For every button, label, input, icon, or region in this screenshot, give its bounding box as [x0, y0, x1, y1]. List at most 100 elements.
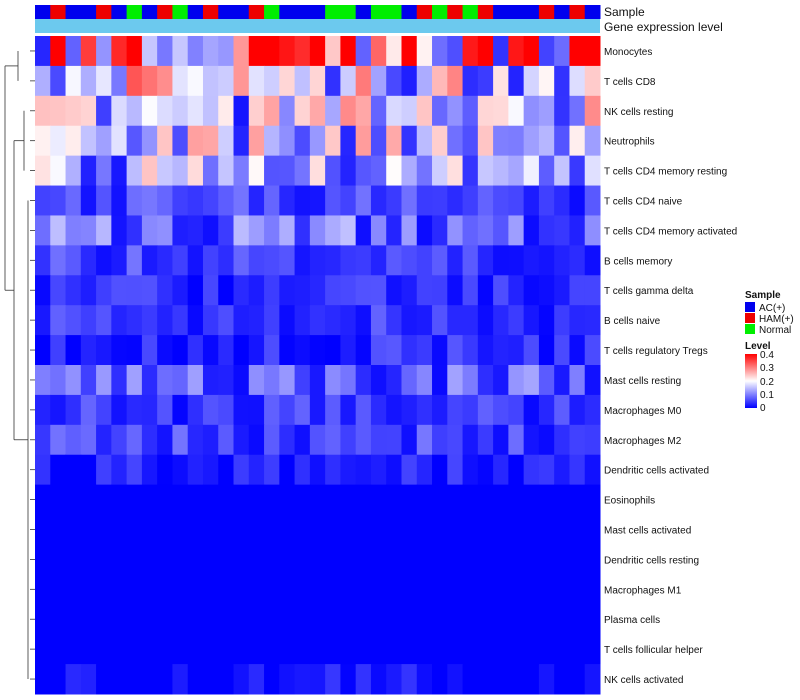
heatmap-cell	[279, 155, 296, 187]
sample-cell	[340, 5, 357, 19]
heatmap-cell	[264, 544, 280, 575]
heatmap-cell	[462, 394, 479, 426]
heatmap-cell	[279, 574, 296, 605]
heatmap-cell	[111, 544, 128, 575]
heatmap-cell	[126, 65, 143, 97]
heatmap-cell	[523, 155, 540, 187]
heatmap-cell	[187, 365, 204, 396]
row-dendrogram	[4, 50, 35, 680]
legend-swatch-ac	[745, 302, 755, 312]
heatmap-cell	[462, 484, 479, 516]
heatmap-cell	[569, 305, 586, 336]
expression-annotation-label: Gene expression level	[604, 20, 723, 34]
sample-cell	[538, 5, 555, 19]
heatmap-cell	[264, 514, 280, 545]
heatmap-cell	[370, 36, 387, 67]
sample-cell	[416, 5, 433, 19]
heatmap-cell	[569, 185, 586, 216]
heatmap-cell	[432, 155, 448, 187]
heatmap-cell	[432, 305, 448, 336]
heatmap-cell	[432, 424, 448, 456]
heatmap-cell	[187, 36, 204, 67]
heatmap-cell	[554, 125, 570, 157]
heatmap-cell	[248, 574, 265, 605]
heatmap-cell	[538, 365, 555, 396]
heatmap-cell	[80, 215, 97, 246]
heatmap-cell	[386, 155, 402, 187]
heatmap-cell	[233, 185, 250, 216]
heatmap-cell	[35, 65, 51, 97]
heatmap-cell	[340, 544, 357, 575]
heatmap-cell	[126, 574, 143, 605]
heatmap-cell	[233, 245, 250, 276]
heatmap-cell	[141, 454, 158, 486]
row-label: B cells naive	[604, 316, 661, 327]
heatmap-cell	[218, 215, 235, 246]
heatmap-cell	[355, 484, 372, 516]
heatmap-cell	[447, 544, 464, 575]
heatmap-cell	[508, 95, 525, 127]
legend-label-normal: Normal	[759, 325, 791, 336]
heatmap-cell	[401, 604, 418, 635]
row-label: Macrophages M1	[604, 585, 682, 596]
heatmap-cell	[80, 305, 97, 336]
heatmap-cell	[569, 65, 586, 97]
heatmap-cell	[416, 454, 433, 486]
heatmap-cell	[477, 215, 494, 246]
heatmap-cell	[248, 305, 265, 336]
heatmap-cell	[416, 155, 433, 187]
heatmap-cell	[279, 125, 296, 157]
heatmap-cell	[325, 185, 341, 216]
heatmap-cell	[447, 394, 464, 426]
heatmap-cell	[157, 65, 173, 97]
heatmap-cell	[157, 215, 173, 246]
heatmap-cell	[65, 155, 82, 187]
heatmap-cell	[416, 275, 433, 306]
heatmap-cell	[172, 604, 189, 635]
heatmap-cell	[50, 604, 67, 635]
heatmap-cell	[309, 335, 326, 366]
heatmap-cell	[447, 454, 464, 486]
heatmap-cell	[447, 36, 464, 67]
heatmap-cell	[386, 424, 402, 456]
heatmap-cell	[554, 634, 570, 665]
heatmap-cell	[584, 574, 601, 605]
heatmap-cell	[386, 185, 402, 216]
heatmap-cell	[569, 335, 586, 366]
heatmap-cell	[401, 664, 418, 695]
heatmap-cell	[65, 664, 82, 695]
sample-cell	[126, 5, 143, 19]
heatmap-cell	[370, 65, 387, 97]
heatmap-cell	[126, 155, 143, 187]
heatmap-cell	[141, 634, 158, 665]
heatmap-cell	[523, 484, 540, 516]
heatmap-cell	[126, 424, 143, 456]
legend-tick-03: 0.3	[760, 363, 774, 374]
heatmap-cell	[340, 454, 357, 486]
legend-label-ham: HAM(+)	[759, 314, 794, 325]
heatmap-cell	[401, 185, 418, 216]
heatmap-cell	[370, 95, 387, 127]
heatmap-cell	[172, 634, 189, 665]
heatmap-cell	[50, 65, 67, 97]
heatmap-cell	[80, 365, 97, 396]
heatmap-cell	[477, 394, 494, 426]
heatmap-cell	[157, 424, 173, 456]
heatmap-cell	[508, 604, 525, 635]
heatmap-cell	[172, 365, 189, 396]
heatmap-cell	[493, 95, 509, 127]
heatmap-cell	[309, 664, 326, 695]
heatmap-cell	[401, 275, 418, 306]
heatmap-cell	[447, 604, 464, 635]
sample-cell	[264, 5, 280, 19]
heatmap-cell	[370, 574, 387, 605]
heatmap-cell	[80, 634, 97, 665]
heatmap-cell	[294, 275, 311, 306]
heatmap-cell	[202, 95, 219, 127]
heatmap-cell	[584, 125, 601, 157]
heatmap-cell	[325, 604, 341, 635]
heatmap-cell	[340, 155, 357, 187]
heatmap-cell	[96, 125, 112, 157]
heatmap-cell	[80, 36, 97, 67]
